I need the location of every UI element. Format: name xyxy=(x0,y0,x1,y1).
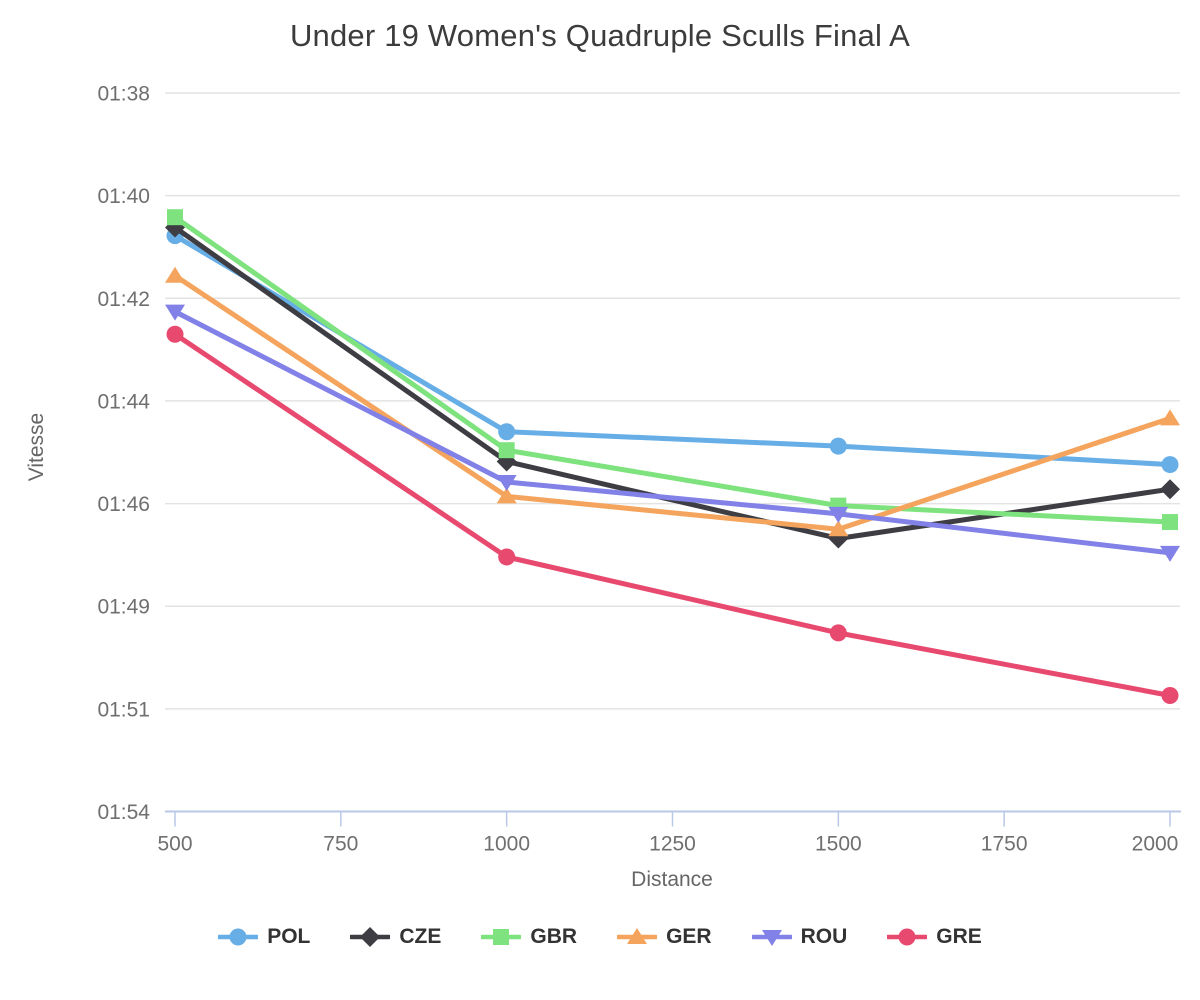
y-tick-label: 01:42 xyxy=(97,288,150,311)
data-point-GRE-1500[interactable] xyxy=(829,624,847,642)
data-point-ROU-500[interactable] xyxy=(165,304,185,321)
legend-item-GBR[interactable]: GBR xyxy=(481,925,577,949)
series-ROU xyxy=(165,304,1180,562)
y-tick-label: 01:49 xyxy=(97,596,150,619)
data-point-GBR-2000[interactable] xyxy=(1162,514,1178,531)
legend-marker-square-icon xyxy=(481,929,522,945)
legend-glyph-GBR[interactable] xyxy=(493,929,510,945)
series-line-POL xyxy=(172,233,1173,468)
series-line-GBR xyxy=(172,214,1173,525)
chart-title: Under 19 Women's Quadruple Sculls Final … xyxy=(289,18,911,53)
x-tick-label: 1750 xyxy=(981,833,1028,856)
x-tick-label: 750 xyxy=(323,833,358,856)
data-point-POL-2000[interactable] xyxy=(1161,456,1179,474)
x-tick-label: 1000 xyxy=(483,833,530,856)
legend-label: GER xyxy=(666,925,712,948)
data-point-POL-1500[interactable] xyxy=(829,437,847,455)
data-point-GRE-2000[interactable] xyxy=(1161,687,1179,705)
legend-marker-triangle-down-icon xyxy=(751,930,792,946)
y-tick-label: 01:51 xyxy=(97,698,150,721)
legend-label: GRE xyxy=(936,925,982,948)
legend-marker-diamond-icon xyxy=(350,927,391,947)
y-tick-label: 01:38 xyxy=(97,83,150,106)
x-tick-label: 1250 xyxy=(649,833,696,856)
legend-item-GER[interactable]: GER xyxy=(617,925,712,949)
series-line-GER xyxy=(172,273,1173,532)
data-point-GER-1000[interactable] xyxy=(496,487,517,504)
data-point-GRE-1000[interactable] xyxy=(498,548,516,566)
legend-item-ROU[interactable]: ROU xyxy=(751,925,848,949)
series-GER xyxy=(165,266,1180,537)
data-point-ROU-2000[interactable] xyxy=(1160,545,1180,562)
y-tick-label: 01:44 xyxy=(97,390,150,413)
legend-label: ROU xyxy=(800,925,848,948)
data-point-GBR-1000[interactable] xyxy=(498,442,515,459)
data-point-GBR-500[interactable] xyxy=(167,209,183,226)
x-tick-label: 2000 xyxy=(1132,833,1179,856)
series-line-CZE xyxy=(172,224,1173,541)
y-tick-label: 01:54 xyxy=(97,801,150,824)
series-line-ROU xyxy=(172,309,1173,556)
legend-marker-triangle-up-icon xyxy=(617,928,658,944)
series-line-GRE xyxy=(172,331,1173,699)
legend: POL CZE GBR GER ROU GRE xyxy=(0,925,1200,949)
x-axis-label: Distance xyxy=(631,868,713,891)
data-point-CZE-2000[interactable] xyxy=(1160,479,1180,500)
legend-glyph-ROU[interactable] xyxy=(761,930,782,946)
data-point-GER-500[interactable] xyxy=(165,266,185,283)
x-tick-label: 500 xyxy=(157,833,192,856)
legend-marker-circle-icon xyxy=(887,928,928,946)
legend-glyph-POL[interactable] xyxy=(229,928,247,946)
legend-glyph-CZE[interactable] xyxy=(360,927,381,947)
series-POL xyxy=(166,227,1179,474)
legend-label: POL xyxy=(267,925,311,948)
data-point-ROU-1500[interactable] xyxy=(828,506,849,523)
data-point-ROU-1000[interactable] xyxy=(496,475,517,492)
legend-label: GBR xyxy=(530,925,578,948)
series-GRE xyxy=(166,325,1179,705)
legend-label: CZE xyxy=(399,925,442,948)
legend-item-CZE[interactable]: CZE xyxy=(350,925,441,949)
data-point-GRE-500[interactable] xyxy=(166,325,184,343)
legend-marker-circle-icon xyxy=(218,928,259,946)
y-tick-label: 01:46 xyxy=(97,493,150,516)
x-tick-label: 1500 xyxy=(815,833,862,856)
data-point-GER-2000[interactable] xyxy=(1160,409,1180,426)
data-point-GER-1500[interactable] xyxy=(828,520,849,537)
legend-glyph-GER[interactable] xyxy=(627,928,648,944)
legend-item-POL[interactable]: POL xyxy=(218,925,310,949)
legend-glyph-GRE[interactable] xyxy=(898,928,916,946)
legend-item-GRE[interactable]: GRE xyxy=(887,925,982,949)
y-tick-label: 01:40 xyxy=(97,185,150,208)
data-point-POL-1000[interactable] xyxy=(498,423,516,441)
